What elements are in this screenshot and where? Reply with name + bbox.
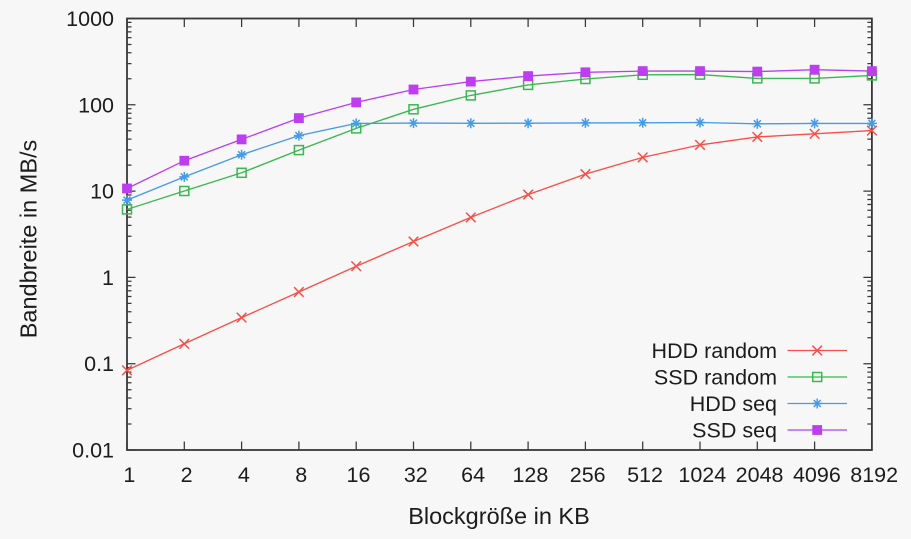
svg-text:4096: 4096 <box>793 463 841 487</box>
svg-text:0.1: 0.1 <box>84 352 114 376</box>
svg-text:Bandbreite in MB/s: Bandbreite in MB/s <box>16 140 42 339</box>
svg-text:8192: 8192 <box>850 463 898 487</box>
svg-text:2: 2 <box>181 463 193 487</box>
svg-text:8: 8 <box>295 463 307 487</box>
svg-text:HDD random: HDD random <box>652 339 777 363</box>
svg-text:1024: 1024 <box>678 463 726 487</box>
svg-text:128: 128 <box>512 463 548 487</box>
svg-text:64: 64 <box>461 463 485 487</box>
svg-text:1: 1 <box>123 463 135 487</box>
svg-text:1000: 1000 <box>66 7 114 31</box>
svg-text:100: 100 <box>78 93 114 117</box>
svg-text:4: 4 <box>238 463 250 487</box>
svg-text:0.01: 0.01 <box>72 439 114 463</box>
svg-text:10: 10 <box>90 180 114 204</box>
svg-text:HDD seq: HDD seq <box>690 392 777 416</box>
svg-text:Blockgröße in KB: Blockgröße in KB <box>408 503 590 529</box>
svg-text:16: 16 <box>347 463 371 487</box>
svg-text:256: 256 <box>570 463 606 487</box>
svg-text:SSD random: SSD random <box>654 366 777 390</box>
svg-text:1: 1 <box>102 266 114 290</box>
svg-text:512: 512 <box>627 463 663 487</box>
svg-text:SSD seq: SSD seq <box>692 419 777 443</box>
svg-text:2048: 2048 <box>736 463 784 487</box>
svg-text:32: 32 <box>404 463 428 487</box>
